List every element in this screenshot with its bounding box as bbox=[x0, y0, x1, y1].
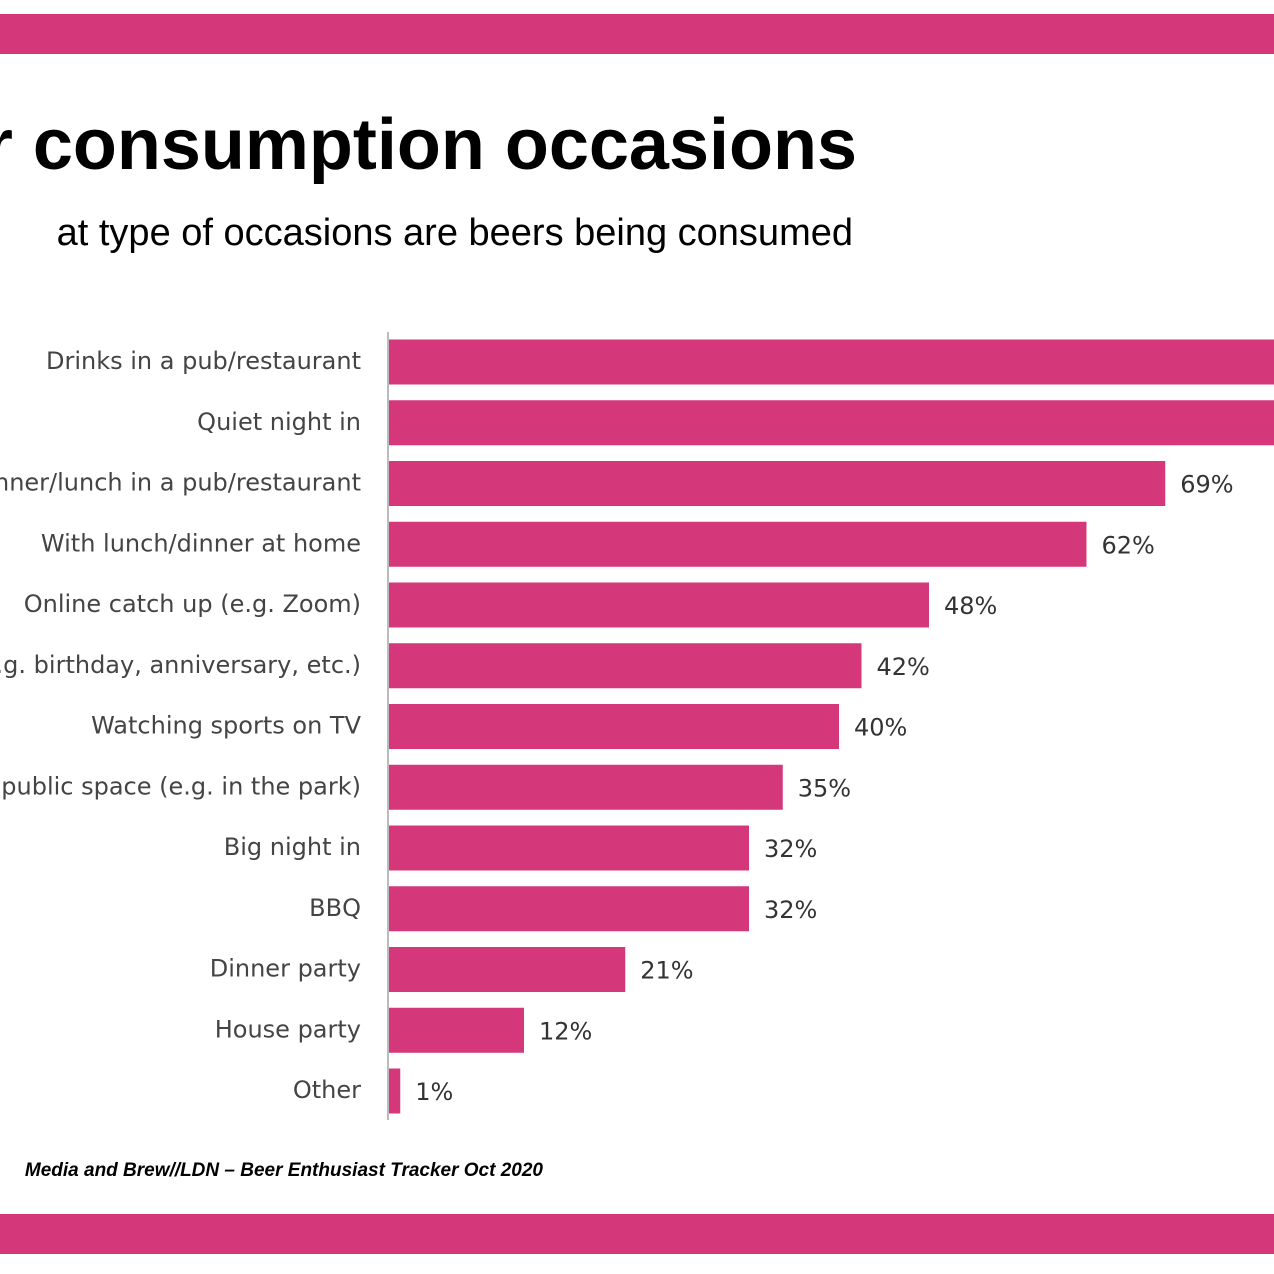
category-label: Dinner party bbox=[210, 955, 361, 983]
bar bbox=[389, 947, 626, 992]
category-label: inner/lunch in a pub/restaurant bbox=[0, 469, 361, 497]
value-label: 12% bbox=[539, 1017, 592, 1045]
category-label: With lunch/dinner at home bbox=[41, 529, 361, 557]
bar bbox=[389, 521, 1087, 567]
category-label: Online catch up (e.g. Zoom) bbox=[24, 590, 361, 618]
source-note: Media and Brew//LDN – Beer Enthusiast Tr… bbox=[25, 1160, 544, 1181]
category-label: Big night in bbox=[224, 833, 361, 861]
top-band bbox=[0, 14, 1274, 54]
value-label: 62% bbox=[1102, 531, 1155, 559]
value-label: 42% bbox=[877, 653, 930, 681]
category-label: Quiet night in bbox=[197, 408, 361, 436]
bar bbox=[389, 1007, 524, 1053]
bottom-band bbox=[0, 1214, 1274, 1254]
category-label: Drinks in a pub/restaurant bbox=[46, 347, 361, 375]
category-label: Other bbox=[293, 1076, 361, 1104]
bar bbox=[389, 461, 1166, 506]
bar bbox=[389, 1068, 401, 1114]
bar bbox=[389, 886, 749, 932]
chart-title: r consumption occasions bbox=[0, 105, 857, 185]
value-label: 21% bbox=[640, 957, 693, 985]
category-label: a public space (e.g. in the park) bbox=[0, 772, 361, 800]
bar bbox=[389, 704, 839, 749]
bar bbox=[389, 339, 1274, 385]
category-label: (e.g. birthday, anniversary, etc.) bbox=[0, 651, 361, 679]
category-label: Watching sports on TV bbox=[91, 712, 361, 740]
value-label: 1% bbox=[415, 1078, 453, 1106]
value-label: 32% bbox=[764, 835, 817, 863]
value-label: 32% bbox=[764, 896, 817, 924]
value-label: 40% bbox=[854, 714, 907, 742]
category-label: BBQ bbox=[309, 894, 361, 922]
value-label: 69% bbox=[1180, 471, 1233, 499]
bar bbox=[389, 825, 749, 871]
chart-subtitle: at type of occasions are beers being con… bbox=[57, 212, 853, 254]
value-label: 48% bbox=[944, 592, 997, 620]
value-label: 35% bbox=[798, 774, 851, 802]
bar bbox=[389, 643, 862, 689]
bar bbox=[389, 764, 783, 810]
category-label: House party bbox=[215, 1015, 361, 1043]
bar bbox=[389, 400, 1274, 446]
bar bbox=[389, 582, 929, 628]
